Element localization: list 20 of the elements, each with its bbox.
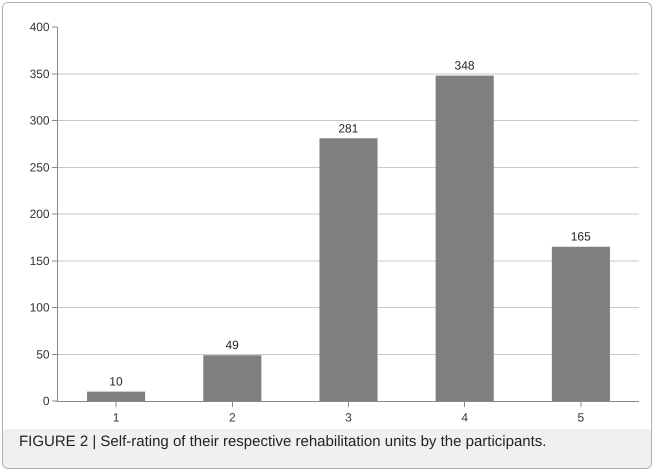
data-label: 49	[225, 338, 240, 352]
data-label: 10	[109, 374, 123, 389]
x-tick-label: 2	[228, 410, 236, 424]
y-tick-label: 150	[30, 254, 50, 268]
y-tick-label: 300	[30, 114, 50, 128]
y-tick-label: 50	[36, 347, 50, 362]
y-tick-label: 350	[30, 66, 50, 81]
caption: FIGURE 2 | Self-rating of their respective rehabilitation units by the participants.	[3, 429, 654, 468]
x-tick-label: 4	[461, 410, 468, 424]
y-tick-label: 400	[30, 20, 50, 34]
y-tick-label: 250	[30, 160, 50, 174]
x-tick-label: 5	[578, 410, 585, 424]
data-label: 348	[454, 58, 475, 73]
y-tick-label: 200	[30, 207, 50, 222]
x-tick-label: 3	[345, 410, 352, 424]
data-label: 281	[338, 121, 359, 136]
x-tick-label: 1	[112, 410, 120, 424]
y-tick-label: 0	[42, 394, 50, 408]
y-tick-label: 100	[30, 300, 50, 315]
data-label: 165	[570, 230, 592, 244]
